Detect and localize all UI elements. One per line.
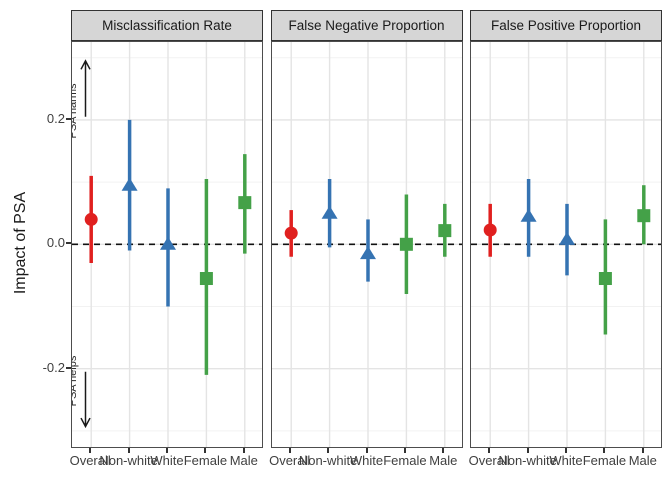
x-tick-label: Overall xyxy=(69,453,111,468)
x-tick xyxy=(242,448,245,453)
point-marker xyxy=(84,212,98,226)
x-tick xyxy=(565,448,567,453)
point-marker xyxy=(160,236,176,250)
x-tick xyxy=(89,448,92,453)
facet-strip: False Negative Proportion xyxy=(270,10,463,41)
y-tick-label: -0.2 xyxy=(42,359,65,375)
y-tick-label: 0.0 xyxy=(46,235,65,251)
x-tick-label: Male xyxy=(628,453,657,468)
point-marker xyxy=(321,205,338,219)
facet-strip-label: False Positive Proportion xyxy=(490,18,642,33)
point-marker xyxy=(121,177,138,191)
x-tick-label: White xyxy=(549,453,583,468)
x-tick-label: White xyxy=(349,453,384,468)
x-tick-label: Male xyxy=(229,453,258,468)
x-tick xyxy=(166,448,168,453)
annotation-psa-harms: PSA harms xyxy=(71,83,79,139)
facet-panel xyxy=(470,41,662,448)
x-tick xyxy=(288,448,291,453)
x-tick-label: Female xyxy=(582,453,627,468)
y-tick-label: 0.2 xyxy=(46,110,65,126)
x-tick-label: Male xyxy=(429,453,458,468)
facet-strip: False Positive Proportion xyxy=(470,10,662,41)
y-tick xyxy=(66,117,71,120)
x-tick xyxy=(327,448,330,453)
x-tick xyxy=(127,448,130,453)
point-marker xyxy=(284,226,298,240)
x-tick xyxy=(526,448,529,453)
panel-canvas xyxy=(471,42,661,447)
x-tick-label: Female xyxy=(183,453,228,468)
y-tick xyxy=(66,242,71,245)
x-tick xyxy=(403,448,406,453)
point-marker xyxy=(199,272,213,286)
x-tick-label: Female xyxy=(383,453,427,468)
x-tick-label: Non-white xyxy=(498,453,557,468)
facet-strip: Misclassification Rate xyxy=(71,10,263,41)
point-marker xyxy=(359,246,376,260)
facet-strip-label: False Negative Proportion xyxy=(288,18,445,33)
facet-panel xyxy=(270,41,463,448)
x-tick-label: White xyxy=(150,453,184,468)
point-marker xyxy=(399,237,413,251)
point-marker xyxy=(437,224,451,238)
x-tick xyxy=(488,448,491,453)
x-tick xyxy=(204,448,207,453)
panel-canvas xyxy=(72,42,262,447)
point-marker xyxy=(520,208,537,222)
facet-panel: PSA harms PSA helps xyxy=(71,41,263,448)
x-tick xyxy=(603,448,606,453)
y-tick xyxy=(66,366,71,369)
down-arrow xyxy=(80,371,91,429)
point-marker xyxy=(238,196,252,210)
x-tick-label: Overall xyxy=(269,453,311,468)
x-tick xyxy=(442,448,445,453)
x-tick xyxy=(641,448,644,453)
panel-canvas xyxy=(271,42,462,447)
facet-strip-label: Misclassification Rate xyxy=(102,18,232,33)
x-tick xyxy=(365,448,368,453)
x-tick-label: Non-white xyxy=(298,453,358,468)
x-tick-label: Non-white xyxy=(99,453,158,468)
x-tick-label: Overall xyxy=(468,453,510,468)
point-marker xyxy=(559,231,575,245)
point-marker xyxy=(483,223,497,237)
point-marker xyxy=(598,272,612,286)
up-arrow xyxy=(80,59,91,117)
point-marker xyxy=(637,209,651,223)
annotation-psa-helps: PSA helps xyxy=(71,355,79,407)
